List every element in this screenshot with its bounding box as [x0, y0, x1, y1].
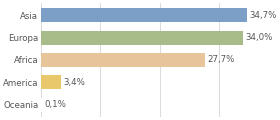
Bar	[41, 53, 205, 67]
Text: 0,1%: 0,1%	[44, 100, 66, 109]
Text: 27,7%: 27,7%	[208, 55, 235, 64]
Bar	[41, 8, 247, 22]
Text: 34,0%: 34,0%	[245, 33, 272, 42]
Bar	[41, 31, 243, 45]
Text: 34,7%: 34,7%	[249, 11, 277, 20]
Bar	[41, 98, 42, 112]
Text: 3,4%: 3,4%	[64, 78, 85, 87]
Bar	[41, 75, 61, 89]
